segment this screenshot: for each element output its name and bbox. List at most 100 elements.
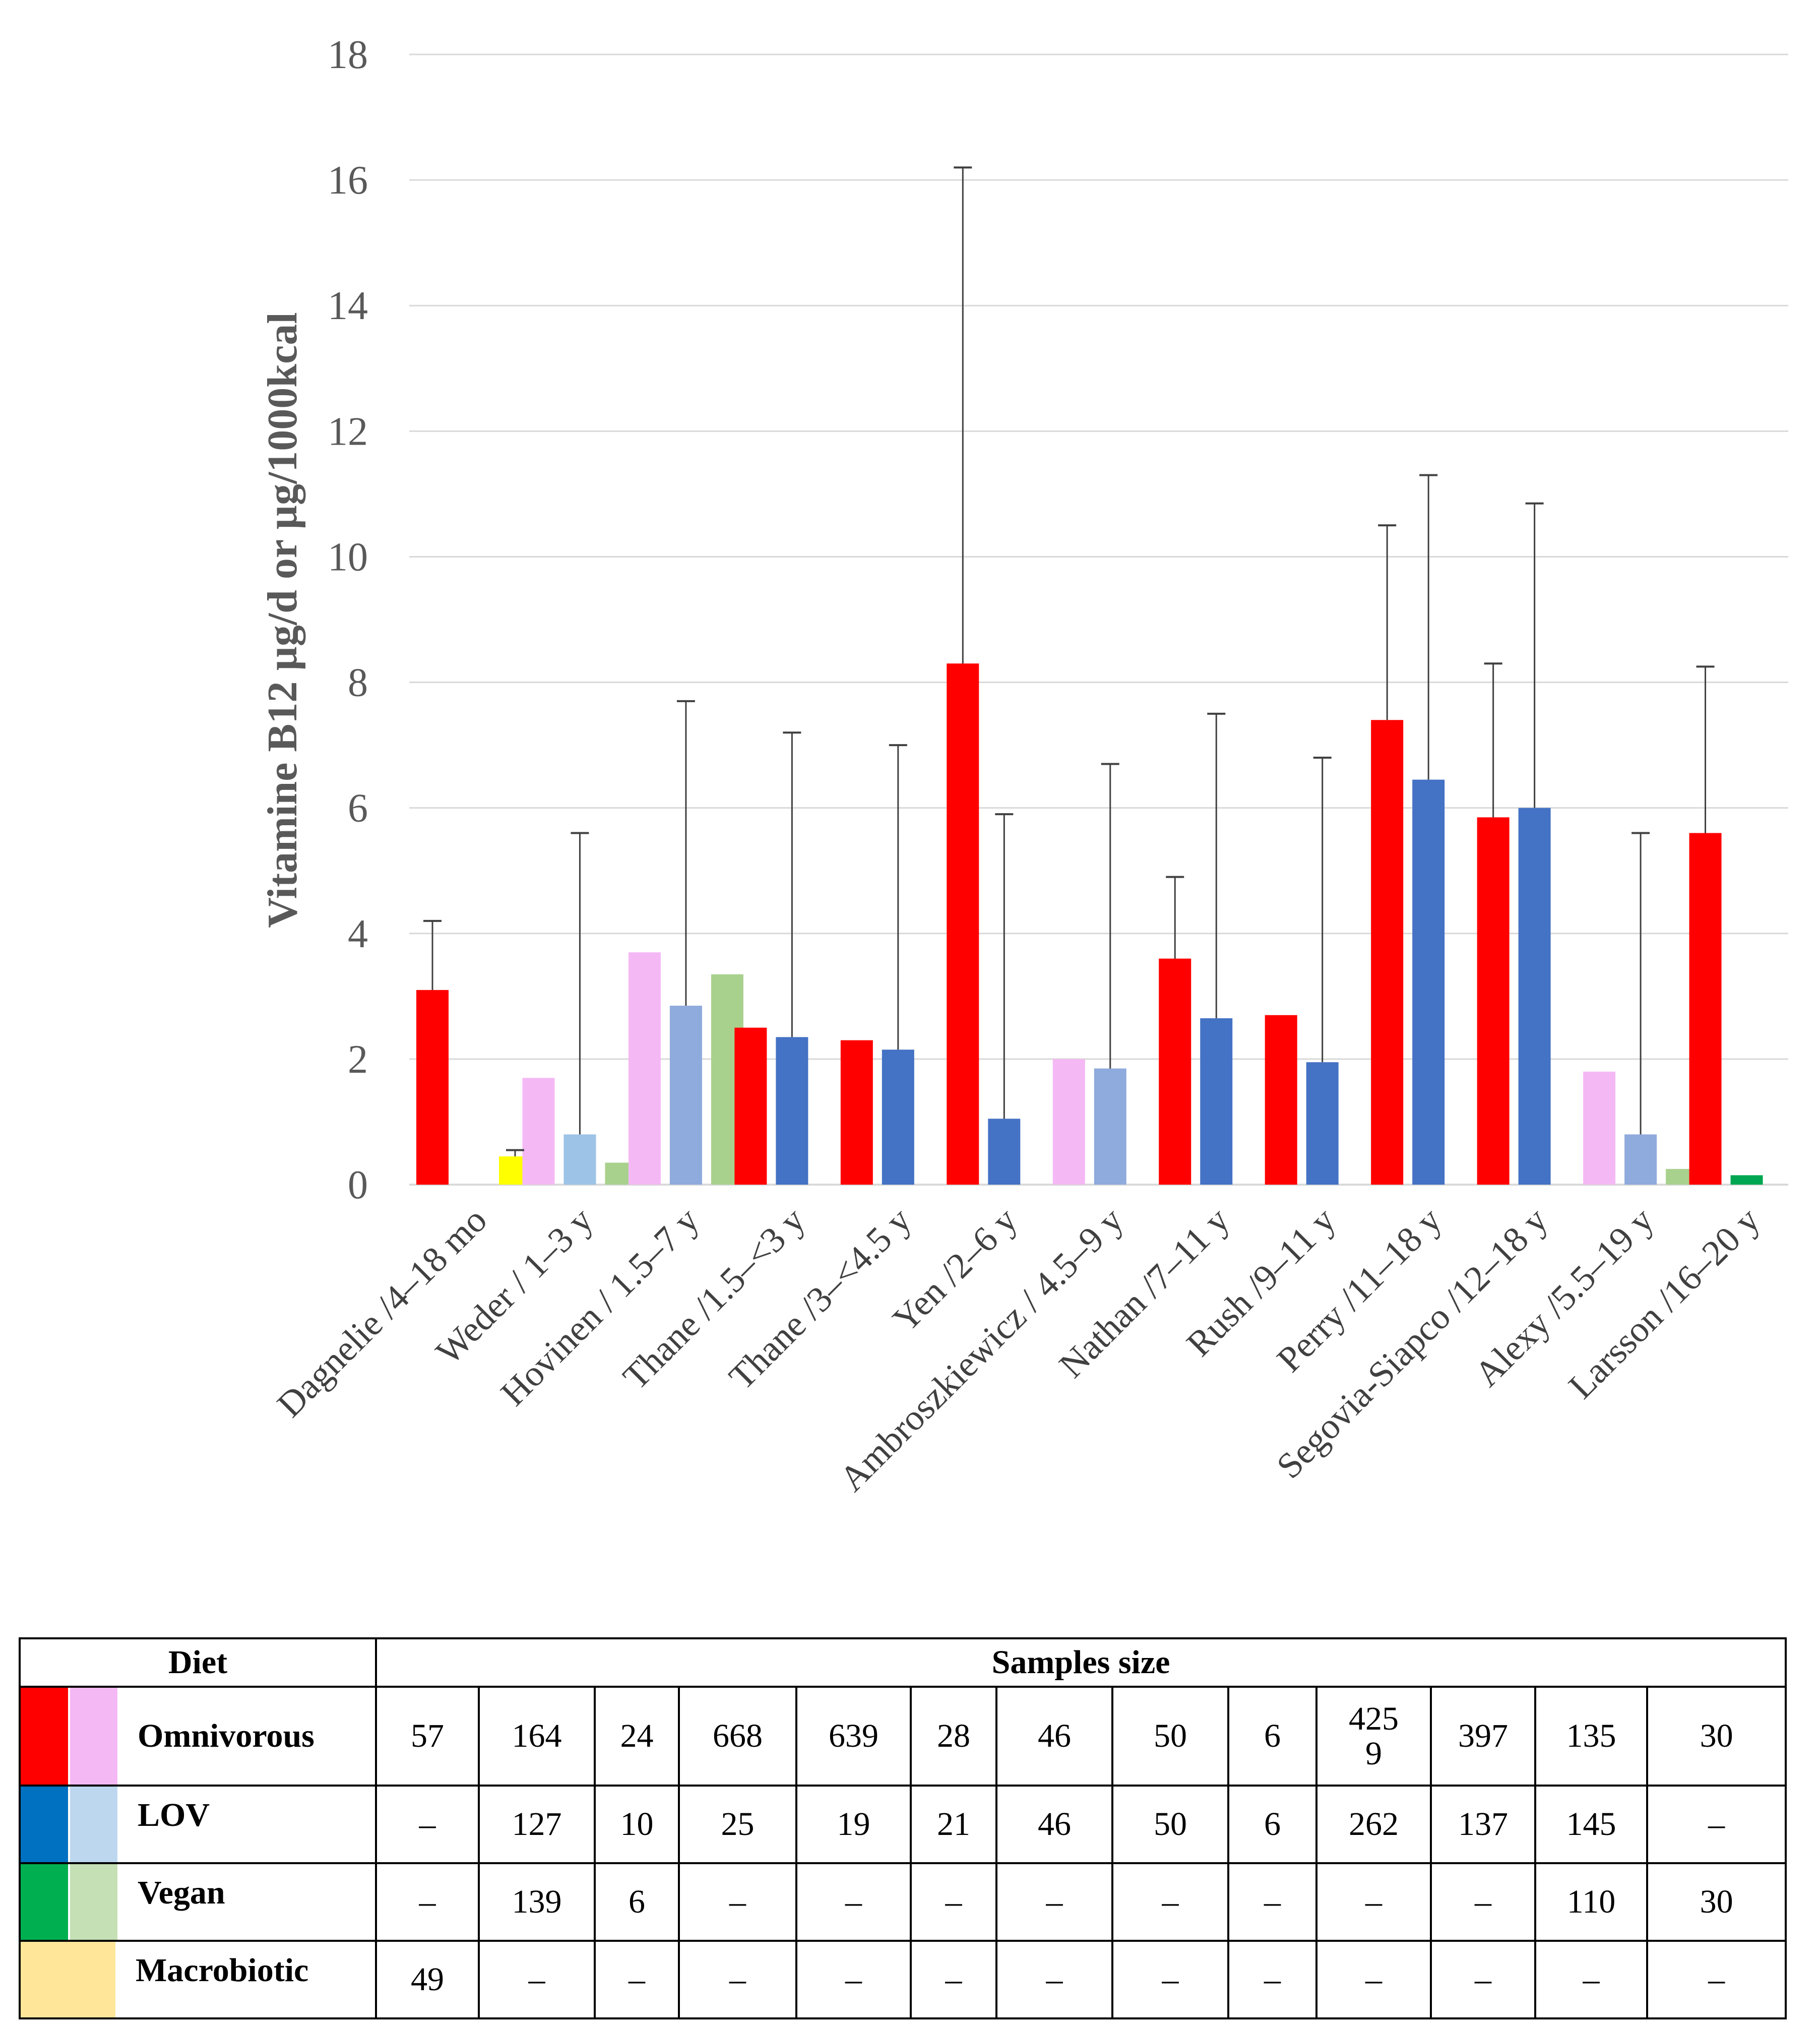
bar-6-1 <box>1094 1068 1126 1185</box>
sample-size-cell: – <box>1111 1940 1229 2019</box>
sample-size-cell: – <box>1111 1862 1229 1942</box>
color-swatch <box>21 1787 70 1862</box>
sample-size-cell: 19 <box>795 1785 912 1864</box>
sample-size-cell: – <box>375 1862 480 1942</box>
diet-name: LOV <box>138 1797 210 1833</box>
sample-size-cell: – <box>1227 1862 1317 1942</box>
sample-size-cell: 164 <box>478 1686 596 1787</box>
bars <box>416 663 1763 1185</box>
color-swatch <box>70 1787 117 1862</box>
sample-size-cell: 639 <box>795 1686 912 1787</box>
sample-size-cell: – <box>795 1940 912 2019</box>
sample-size-cell: – <box>1315 1862 1432 1942</box>
diet-name: Macrobiotic <box>136 1952 309 1989</box>
sample-size-cell: 425 9 <box>1315 1686 1432 1787</box>
x-category-label: Hovinen / 1.5–7 y <box>493 1200 707 1414</box>
sample-size-cell: 21 <box>910 1785 997 1864</box>
bar-5-0 <box>947 663 979 1185</box>
bar-2-1 <box>669 1006 702 1185</box>
diet-name: Omnivorous <box>138 1717 315 1755</box>
sample-size-cell: 50 <box>1111 1686 1229 1787</box>
diet-header: Diet <box>19 1637 377 1688</box>
bar-7-0 <box>1159 958 1191 1185</box>
sample-size-cell: 46 <box>995 1686 1113 1787</box>
sample-size-table: Diet Samples size Omnivorous 57 164 24 668 63… <box>19 1637 1787 2019</box>
sample-size-cell: – <box>678 1940 797 2019</box>
sample-size-cell: 25 <box>678 1785 797 1864</box>
diet-cell: Macrobiotic <box>19 1940 377 2019</box>
color-swatch <box>21 1864 70 1940</box>
sample-size-cell: – <box>1430 1862 1536 1942</box>
y-axis-ticks: 0 2 4 6 8 10 12 14 16 18 <box>328 33 368 1207</box>
diet-cell: LOV <box>19 1785 377 1864</box>
sample-size-cell: – <box>1646 1940 1787 2019</box>
sample-size-cell: 6 <box>1227 1785 1317 1864</box>
color-swatch <box>70 1864 117 1940</box>
bar-0-0 <box>416 990 449 1185</box>
bar-10-1 <box>1518 808 1551 1185</box>
table-row: LOV –127 10 25 19 21 46 50 6 262 137 145– <box>19 1785 1787 1864</box>
sample-size-cell: – <box>910 1862 997 1942</box>
x-category-label: Alexy /5.5–19 y <box>1467 1200 1661 1394</box>
y-axis-title: Vitamine B12 µg/d or µg/1000kcal <box>259 312 306 928</box>
bar-2-0 <box>628 952 661 1185</box>
sample-size-cell: – <box>1227 1940 1317 2019</box>
bar-1-1 <box>563 1134 596 1185</box>
bar-4-1 <box>882 1050 914 1185</box>
x-category-label: Larsson /16–20 y <box>1561 1200 1768 1406</box>
bar-9-1 <box>1412 779 1445 1185</box>
color-swatch <box>21 1688 70 1785</box>
sample-size-cell: 50 <box>1111 1785 1229 1864</box>
sample-size-cell: – <box>594 1940 680 2019</box>
sample-size-cell: 30 <box>1646 1686 1787 1787</box>
bar-8-0 <box>1265 1015 1297 1185</box>
sample-size-cell: 127 <box>478 1785 596 1864</box>
bar-11-0 <box>1583 1071 1616 1185</box>
gridlines <box>409 53 1788 1186</box>
bar-5-1 <box>988 1119 1021 1185</box>
sample-size-cell: – <box>795 1862 912 1942</box>
x-category-label: Thane /3–<4.5 y <box>721 1200 919 1397</box>
bar-12-0 <box>1689 833 1722 1185</box>
sample-size-cell: – <box>995 1862 1113 1942</box>
error-bars <box>423 166 1715 1156</box>
sample-size-cell: 135 <box>1534 1686 1648 1787</box>
diet-name: Vegan <box>138 1874 225 1911</box>
y-tick-label: 14 <box>328 284 368 328</box>
y-tick-label: 18 <box>328 33 368 77</box>
y-tick-label: 10 <box>328 535 368 579</box>
sample-size-cell: – <box>478 1940 596 2019</box>
bar-11-1 <box>1624 1134 1657 1185</box>
color-swatch <box>70 1688 117 1785</box>
sample-size-cell: 145 <box>1534 1785 1648 1864</box>
sample-size-cell: 49 <box>375 1940 480 2019</box>
sample-size-cell: 6 <box>1227 1686 1317 1787</box>
bar-10-0 <box>1477 817 1510 1185</box>
sample-size-cell: 10 <box>594 1785 680 1864</box>
diet-cell: Omnivorous <box>19 1686 377 1787</box>
bar-7-1 <box>1200 1018 1233 1185</box>
bar-4-0 <box>840 1040 873 1185</box>
bar-3-1 <box>776 1037 808 1185</box>
bar-12-1 <box>1730 1175 1763 1185</box>
table-row: Vegan –139 6– – – – – – – –110 30 <box>19 1862 1787 1942</box>
sample-size-cell: 397 <box>1430 1686 1536 1787</box>
table-row: Macrobiotic 49– – – – – – – – – – – – <box>19 1940 1787 2019</box>
sample-size-cell: 30 <box>1646 1862 1787 1942</box>
sample-size-cell: 28 <box>910 1686 997 1787</box>
sample-size-cell: – <box>375 1785 480 1864</box>
diet-cell: Vegan <box>19 1862 377 1942</box>
bar-8-1 <box>1306 1062 1339 1185</box>
y-tick-label: 12 <box>328 409 368 454</box>
sample-size-cell: – <box>1534 1940 1648 2019</box>
y-tick-label: 6 <box>348 786 368 831</box>
sample-size-cell: 24 <box>594 1686 680 1787</box>
sample-size-cell: 139 <box>478 1862 596 1942</box>
sample-size-cell: 110 <box>1534 1862 1648 1942</box>
table-row: Omnivorous 57 164 24 668 639 28 46 50 6 425 9 397 13… <box>19 1686 1787 1787</box>
sample-size-cell: 57 <box>375 1686 480 1787</box>
sample-size-cell: – <box>1315 1940 1432 2019</box>
bar-3-0 <box>734 1027 767 1185</box>
